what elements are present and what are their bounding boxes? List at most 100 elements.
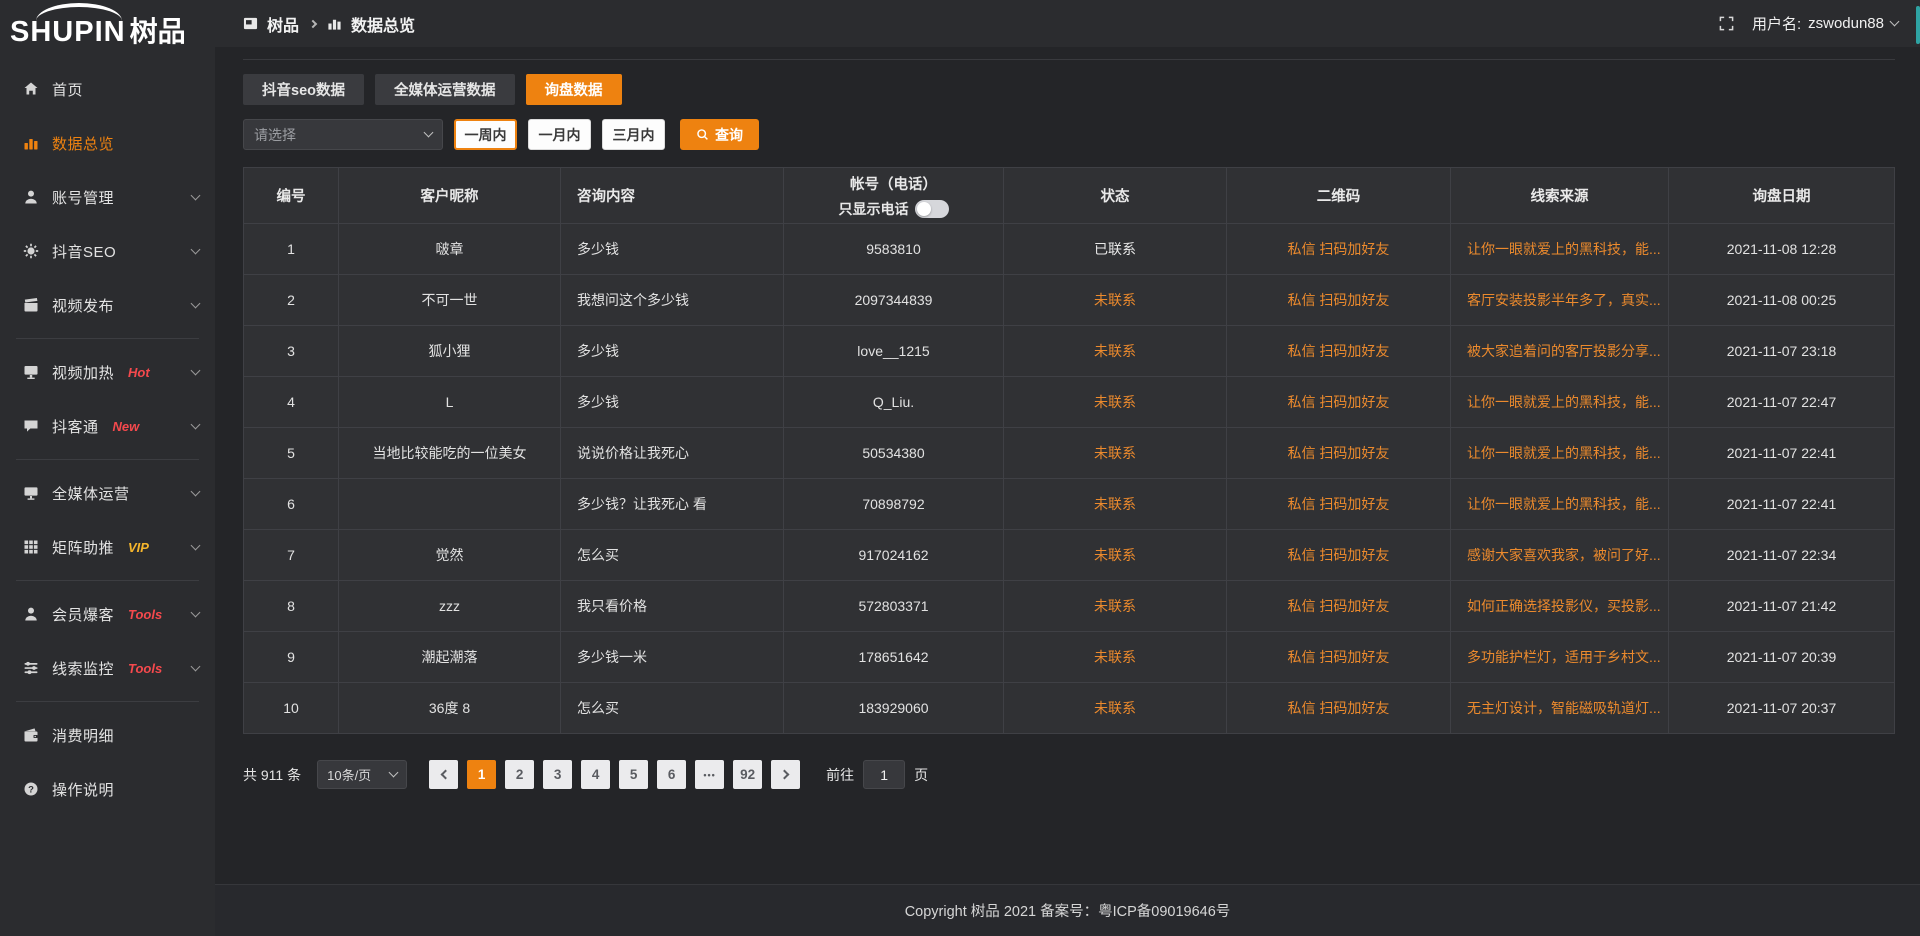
cell-no: 9 (243, 631, 339, 683)
sidebar-item-omnimedia-operation[interactable]: 全媒体运营 (0, 466, 215, 520)
cell-account: love__1215 (783, 325, 1004, 377)
more-pages-button[interactable]: ••• (695, 760, 725, 789)
page-button-4[interactable]: 4 (581, 760, 611, 789)
cell-status: 未联系 (1003, 274, 1227, 326)
cell-qrcode-links[interactable]: 私信 扫码加好友 (1226, 223, 1451, 275)
page-button-3[interactable]: 3 (543, 760, 573, 789)
cell-source-link[interactable]: 让你一眼就爱上的黑科技，能... (1450, 223, 1669, 275)
cell-qrcode-links[interactable]: 私信 扫码加好友 (1226, 682, 1451, 734)
new-badge: New (112, 418, 140, 434)
page-button-6[interactable]: 6 (657, 760, 687, 789)
member-icon (22, 606, 39, 623)
filter-select[interactable]: 请选择 (243, 119, 443, 150)
cell-qrcode-links[interactable]: 私信 扫码加好友 (1226, 376, 1451, 428)
fullscreen-icon[interactable] (1719, 16, 1734, 31)
sidebar-item-account-management[interactable]: 账号管理 (0, 170, 215, 224)
sidebar-item-home[interactable]: 首页 (0, 62, 215, 116)
cell-qrcode-links[interactable]: 私信 扫码加好友 (1226, 631, 1451, 683)
app-icon (243, 16, 258, 31)
query-button-label: 查询 (715, 126, 743, 143)
range-three-months-button[interactable]: 三月内 (602, 119, 665, 150)
data-tabs: 抖音seo数据 全媒体运营数据 询盘数据 (243, 74, 1895, 105)
page-button-5[interactable]: 5 (619, 760, 649, 789)
page-button-1[interactable]: 1 (467, 760, 497, 789)
cell-source-link[interactable]: 让你一眼就爱上的黑科技，能... (1450, 427, 1669, 479)
cell-source-link[interactable]: 无主灯设计，智能磁吸轨道灯... (1450, 682, 1669, 734)
sidebar: SHUPIN 树品 首页 数据总览 账号管理 抖音SEO 视频发布 (0, 0, 215, 936)
page-button-2[interactable]: 2 (505, 760, 535, 789)
sidebar-item-operation-guide[interactable]: ? 操作说明 (0, 762, 215, 816)
scrollbar-thumb[interactable] (1916, 6, 1920, 44)
sidebar-item-video-publish[interactable]: 视频发布 (0, 278, 215, 332)
cell-account: Q_Liu. (783, 376, 1004, 428)
sidebar-item-doukoutong[interactable]: 抖客通 New (0, 399, 215, 453)
cell-nickname: 觉然 (338, 529, 561, 581)
sidebar-item-douyin-seo[interactable]: 抖音SEO (0, 224, 215, 278)
header-content: 咨询内容 (560, 167, 784, 224)
cell-source-link[interactable]: 被大家追着问的客厅投影分享... (1450, 325, 1669, 377)
cell-qrcode-links[interactable]: 私信 扫码加好友 (1226, 325, 1451, 377)
table-row: 9 潮起潮落 多少钱一米 178651642 未联系 私信 扫码加好友 多功能护… (243, 631, 1895, 683)
cell-qrcode-links[interactable]: 私信 扫码加好友 (1226, 478, 1451, 530)
cell-nickname: 潮起潮落 (338, 631, 561, 683)
sidebar-item-video-heating[interactable]: 视频加热 Hot (0, 345, 215, 399)
sidebar-item-label: 数据总览 (52, 135, 115, 153)
cell-content: 说说价格让我死心 (560, 427, 784, 479)
sidebar-item-label: 会员爆客 (52, 606, 115, 624)
tab-douyin-seo-data[interactable]: 抖音seo数据 (243, 74, 364, 105)
sidebar-item-label: 线索监控 (52, 660, 115, 678)
sidebar-item-label: 矩阵助推 (52, 539, 115, 557)
query-button[interactable]: 查询 (680, 119, 759, 150)
cell-qrcode-links[interactable]: 私信 扫码加好友 (1226, 427, 1451, 479)
range-one-week-button[interactable]: 一周内 (454, 119, 517, 150)
question-icon: ? (22, 781, 39, 798)
main-region: 树品 数据总览 用户名: zswodun88 抖音seo数据 全媒体运营数据 询… (215, 0, 1920, 936)
chevron-right-icon (308, 19, 318, 28)
sidebar-item-member-baoke[interactable]: 会员爆客 Tools (0, 587, 215, 641)
sidebar-divider (16, 701, 199, 702)
sidebar-item-lead-monitoring[interactable]: 线索监控 Tools (0, 641, 215, 695)
chevron-right-icon (779, 769, 790, 780)
breadcrumb-root[interactable]: 树品 (267, 17, 300, 35)
page-size-select[interactable]: 10条/页 (317, 760, 408, 789)
prev-page-button[interactable] (429, 760, 459, 789)
username-value: zswodun88 (1808, 15, 1884, 32)
phone-only-toggle[interactable] (914, 199, 949, 218)
range-one-month-button[interactable]: 一月内 (528, 119, 591, 150)
sidebar-item-data-overview[interactable]: 数据总览 (0, 116, 215, 170)
header-divider (243, 59, 1895, 60)
cell-content: 多少钱？让我死心 看 (560, 478, 784, 530)
table-row: 2 不可一世 我想问这个多少钱 2097344839 未联系 私信 扫码加好友 … (243, 274, 1895, 326)
video-icon (22, 297, 39, 314)
cell-source-link[interactable]: 多功能护栏灯，适用于乡村文... (1450, 631, 1669, 683)
cell-date: 2021-11-07 22:41 (1668, 427, 1895, 479)
cell-no: 3 (243, 325, 339, 377)
cell-qrcode-links[interactable]: 私信 扫码加好友 (1226, 529, 1451, 581)
cell-source-link[interactable]: 如何正确选择投影仪，买投影... (1450, 580, 1669, 632)
user-menu[interactable]: 用户名: zswodun88 (1752, 13, 1900, 34)
cell-nickname: 不可一世 (338, 274, 561, 326)
sidebar-item-matrix-boost[interactable]: 矩阵助推 VIP (0, 520, 215, 574)
cell-source-link[interactable]: 客厅安装投影半年多了，真实... (1450, 274, 1669, 326)
page-button-92[interactable]: 92 (733, 760, 763, 789)
chevron-down-icon (388, 767, 399, 778)
cell-qrcode-links[interactable]: 私信 扫码加好友 (1226, 274, 1451, 326)
app-logo[interactable]: SHUPIN 树品 (0, 0, 215, 50)
cell-source-link[interactable]: 让你一眼就爱上的黑科技，能... (1450, 376, 1669, 428)
cell-status: 已联系 (1003, 223, 1227, 275)
wallet-icon (22, 727, 39, 744)
cell-account: 2097344839 (783, 274, 1004, 326)
chevron-down-icon (190, 419, 201, 430)
tab-omnimedia-data[interactable]: 全媒体运营数据 (375, 74, 515, 105)
goto-page-input[interactable] (863, 760, 906, 789)
cell-nickname: 36度 8 (338, 682, 561, 734)
cell-no: 8 (243, 580, 339, 632)
sidebar-item-consumption-details[interactable]: 消费明细 (0, 708, 215, 762)
cell-source-link[interactable]: 让你一眼就爱上的黑科技，能... (1450, 478, 1669, 530)
cell-account: 50534380 (783, 427, 1004, 479)
cell-content: 多少钱 (560, 376, 784, 428)
next-page-button[interactable] (771, 760, 801, 789)
tab-inquiry-data[interactable]: 询盘数据 (525, 74, 622, 105)
cell-qrcode-links[interactable]: 私信 扫码加好友 (1226, 580, 1451, 632)
cell-source-link[interactable]: 感谢大家喜欢我家，被问了好... (1450, 529, 1669, 581)
